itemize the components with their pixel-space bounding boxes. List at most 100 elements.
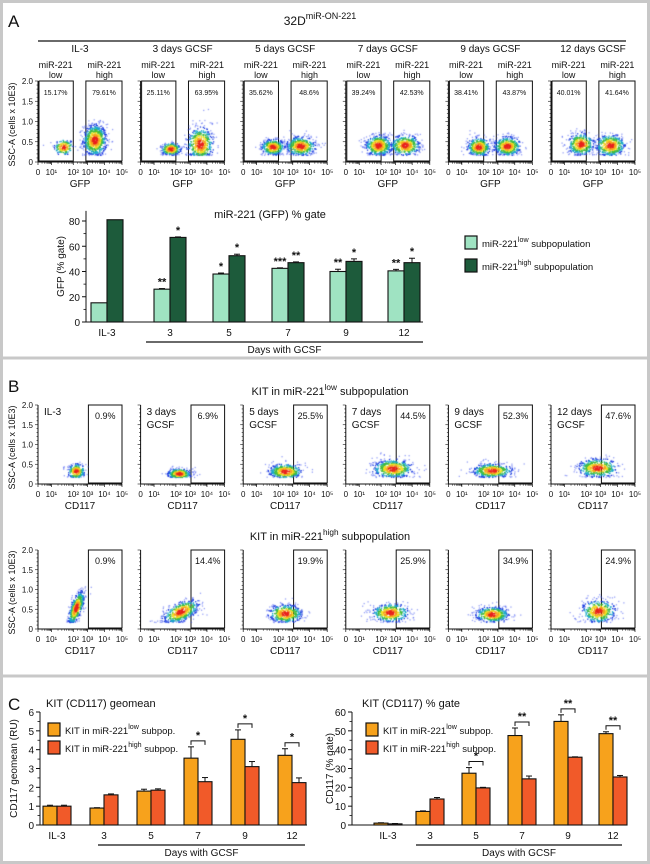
flow-b-x-tick-label: 0 — [36, 490, 41, 499]
flow-b-x-tick-label: 10¹ — [559, 635, 571, 644]
kit-geomean-chart-bar — [197, 781, 213, 826]
kit-geomean-chart-bar — [42, 805, 58, 826]
gfp-chart-legend-label-base: miR-221 — [482, 239, 518, 250]
flow-b-x-axis-title: CD117 — [167, 501, 198, 512]
flow-a-x-tick-label: 10³ — [184, 168, 196, 177]
gfp-chart-bar — [329, 270, 347, 323]
gfp-chart-significance-star: * — [410, 246, 415, 258]
flow-b-x-tick-label: 10⁴ — [611, 490, 624, 499]
flow-a-x-tick-label: 0 — [36, 168, 41, 177]
flow-row-title-suffix: subpopulation — [337, 386, 409, 398]
flow-b-x-tick-label: 10⁴ — [406, 635, 419, 644]
flow-a-x-tick-label: 10⁴ — [509, 168, 522, 177]
gate-low-label: miR-221 — [39, 60, 73, 70]
gfp-chart-x-tick-label: IL-3 — [98, 328, 116, 339]
flow-a-y-tick-label: 0 — [29, 158, 34, 167]
kit-gate-chart-significance-star: ** — [609, 715, 618, 727]
gfp-chart-legend-swatch — [464, 258, 478, 273]
flow-b-x-tick-label: 10⁴ — [98, 490, 111, 499]
flow-b-x-tick-label: 10⁵ — [116, 490, 128, 499]
density-scatter — [243, 405, 328, 484]
density-scatter — [243, 81, 328, 162]
flow-a-x-tick-label: 0 — [138, 168, 143, 177]
kit-gate-chart-bar — [387, 823, 403, 826]
flow-b-x-tick-label: 10³ — [287, 635, 299, 644]
kit-gate-chart-y-tick-label: 40 — [335, 746, 347, 757]
flow-row-title: KIT in miR-221high subpopulation — [250, 528, 410, 543]
flow-a-x-tick-label: 10³ — [595, 168, 607, 177]
flow-a-x-tick-label: 10¹ — [251, 168, 263, 177]
flow-b-x-tick-label: 10³ — [390, 635, 402, 644]
gfp-chart-significance-star: * — [352, 247, 357, 259]
flow-b-x-tick-label: 10² — [273, 490, 285, 499]
flow-b-x-tick-label: 10⁵ — [424, 490, 436, 499]
kit-geomean-chart-y-tick-label: 1 — [28, 802, 34, 813]
kit-geomean-chart-legend-label-suffix: subpop. — [139, 726, 175, 737]
kit-geomean-chart-x-axis-title: Days with GCSF — [165, 848, 239, 859]
gate-low-label: low — [459, 70, 473, 80]
gate-low-label: low — [49, 70, 63, 80]
flow-a-x-tick-label: 10⁵ — [526, 168, 538, 177]
flow-a-x-tick-label: 10⁴ — [201, 168, 214, 177]
flow-row-title-sup: high — [323, 528, 339, 537]
gate-low-label: miR-221 — [244, 60, 278, 70]
flow-a-x-axis-title: GFP — [172, 179, 193, 190]
kit-gate-chart-y-tick-label: 60 — [335, 708, 347, 719]
panel-label-a: A — [8, 12, 20, 31]
kit-geomean-chart-y-tick-label: 2 — [28, 783, 34, 794]
kit-gate-chart-bar — [598, 733, 614, 826]
kit-gate-chart-bar — [507, 734, 523, 826]
density-scatter — [448, 405, 533, 484]
flow-b-x-tick-label: 10⁴ — [509, 635, 522, 644]
flow-a-x-tick-label: 10³ — [287, 168, 299, 177]
gate-high-label: high — [506, 70, 523, 80]
kit-gate-chart-legend-label: KIT in miR-221high subpop. — [383, 741, 496, 755]
kit-geomean-chart-legend-label-base: KIT in miR-221 — [65, 744, 128, 755]
gfp-chart-x-tick-label: 7 — [285, 328, 291, 339]
gfp-chart-y-tick-label: 20 — [69, 293, 81, 304]
flow-b-x-tick-label: 10² — [170, 635, 182, 644]
gfp-chart-x-axis-title: Days with GCSF — [248, 345, 322, 356]
flow-b-y-axis-title: SSC-A (cells x 10E3) — [7, 550, 17, 634]
flow-b-x-tick-label: 10² — [67, 490, 79, 499]
kit-geomean-chart-significance-bracket — [237, 723, 253, 728]
flow-b-x-tick-label: 10⁴ — [303, 635, 316, 644]
density-scatter — [38, 550, 122, 629]
kit-geomean-chart-bar — [136, 790, 152, 826]
flow-b-y-tick-label: 0.5 — [22, 460, 34, 469]
kit-gate-chart-legend-label-sup: low — [446, 723, 458, 731]
flow-a-x-tick-label: 10² — [375, 168, 387, 177]
flow-row-title: KIT in miR-221low subpopulation — [251, 383, 408, 398]
density-scatter — [345, 550, 430, 629]
flow-b-x-tick-label: 10⁵ — [424, 635, 436, 644]
kit-gate-chart-significance-bracket — [560, 708, 576, 713]
flow-b-x-tick-label: 10³ — [595, 635, 607, 644]
flow-b-x-tick-label: 0 — [138, 635, 143, 644]
kit-geomean-chart-title: KIT (CD117) geomean — [46, 698, 156, 710]
gate-high-label: high — [198, 70, 215, 80]
flow-a-x-axis-title: GFP — [583, 179, 604, 190]
flow-b-x-tick-label: 10³ — [184, 635, 196, 644]
kit-geomean-chart-significance-star: * — [290, 732, 295, 744]
flow-a-x-tick-label: 10⁴ — [406, 168, 419, 177]
flow-b-x-axis-title: CD117 — [65, 646, 96, 657]
kit-gate-chart-bar — [429, 798, 445, 826]
flow-b-x-axis-title: CD117 — [475, 501, 506, 512]
kit-gate-chart-bar — [373, 822, 389, 826]
kit-gate-chart-bar — [521, 778, 537, 826]
gfp-chart-legend-label-sup: high — [518, 259, 531, 267]
flow-a-x-tick-label: 10¹ — [559, 168, 571, 177]
flow-b-x-tick-label: 10⁴ — [201, 635, 214, 644]
gfp-chart-bar — [345, 260, 363, 323]
flow-b-x-tick-label: 10² — [170, 490, 182, 499]
flow-b-x-tick-label: 10¹ — [148, 635, 160, 644]
gfp-chart-legend-label-base: miR-221 — [482, 262, 518, 273]
kit-geomean-chart-legend-swatch — [47, 740, 61, 755]
kit-geomean-chart-y-tick-label: 3 — [28, 765, 34, 776]
kit-gate-chart-x-tick-label: 12 — [607, 831, 619, 842]
gate-high-label: miR-221 — [190, 60, 224, 70]
gfp-chart-legend-label: miR-221low subpopulation — [482, 236, 590, 250]
kit-gate-chart-legend-label-suffix: subpop. — [460, 744, 496, 755]
panel-label-c: C — [8, 695, 20, 714]
kit-geomean-chart-y-tick-label: 0 — [28, 821, 34, 832]
